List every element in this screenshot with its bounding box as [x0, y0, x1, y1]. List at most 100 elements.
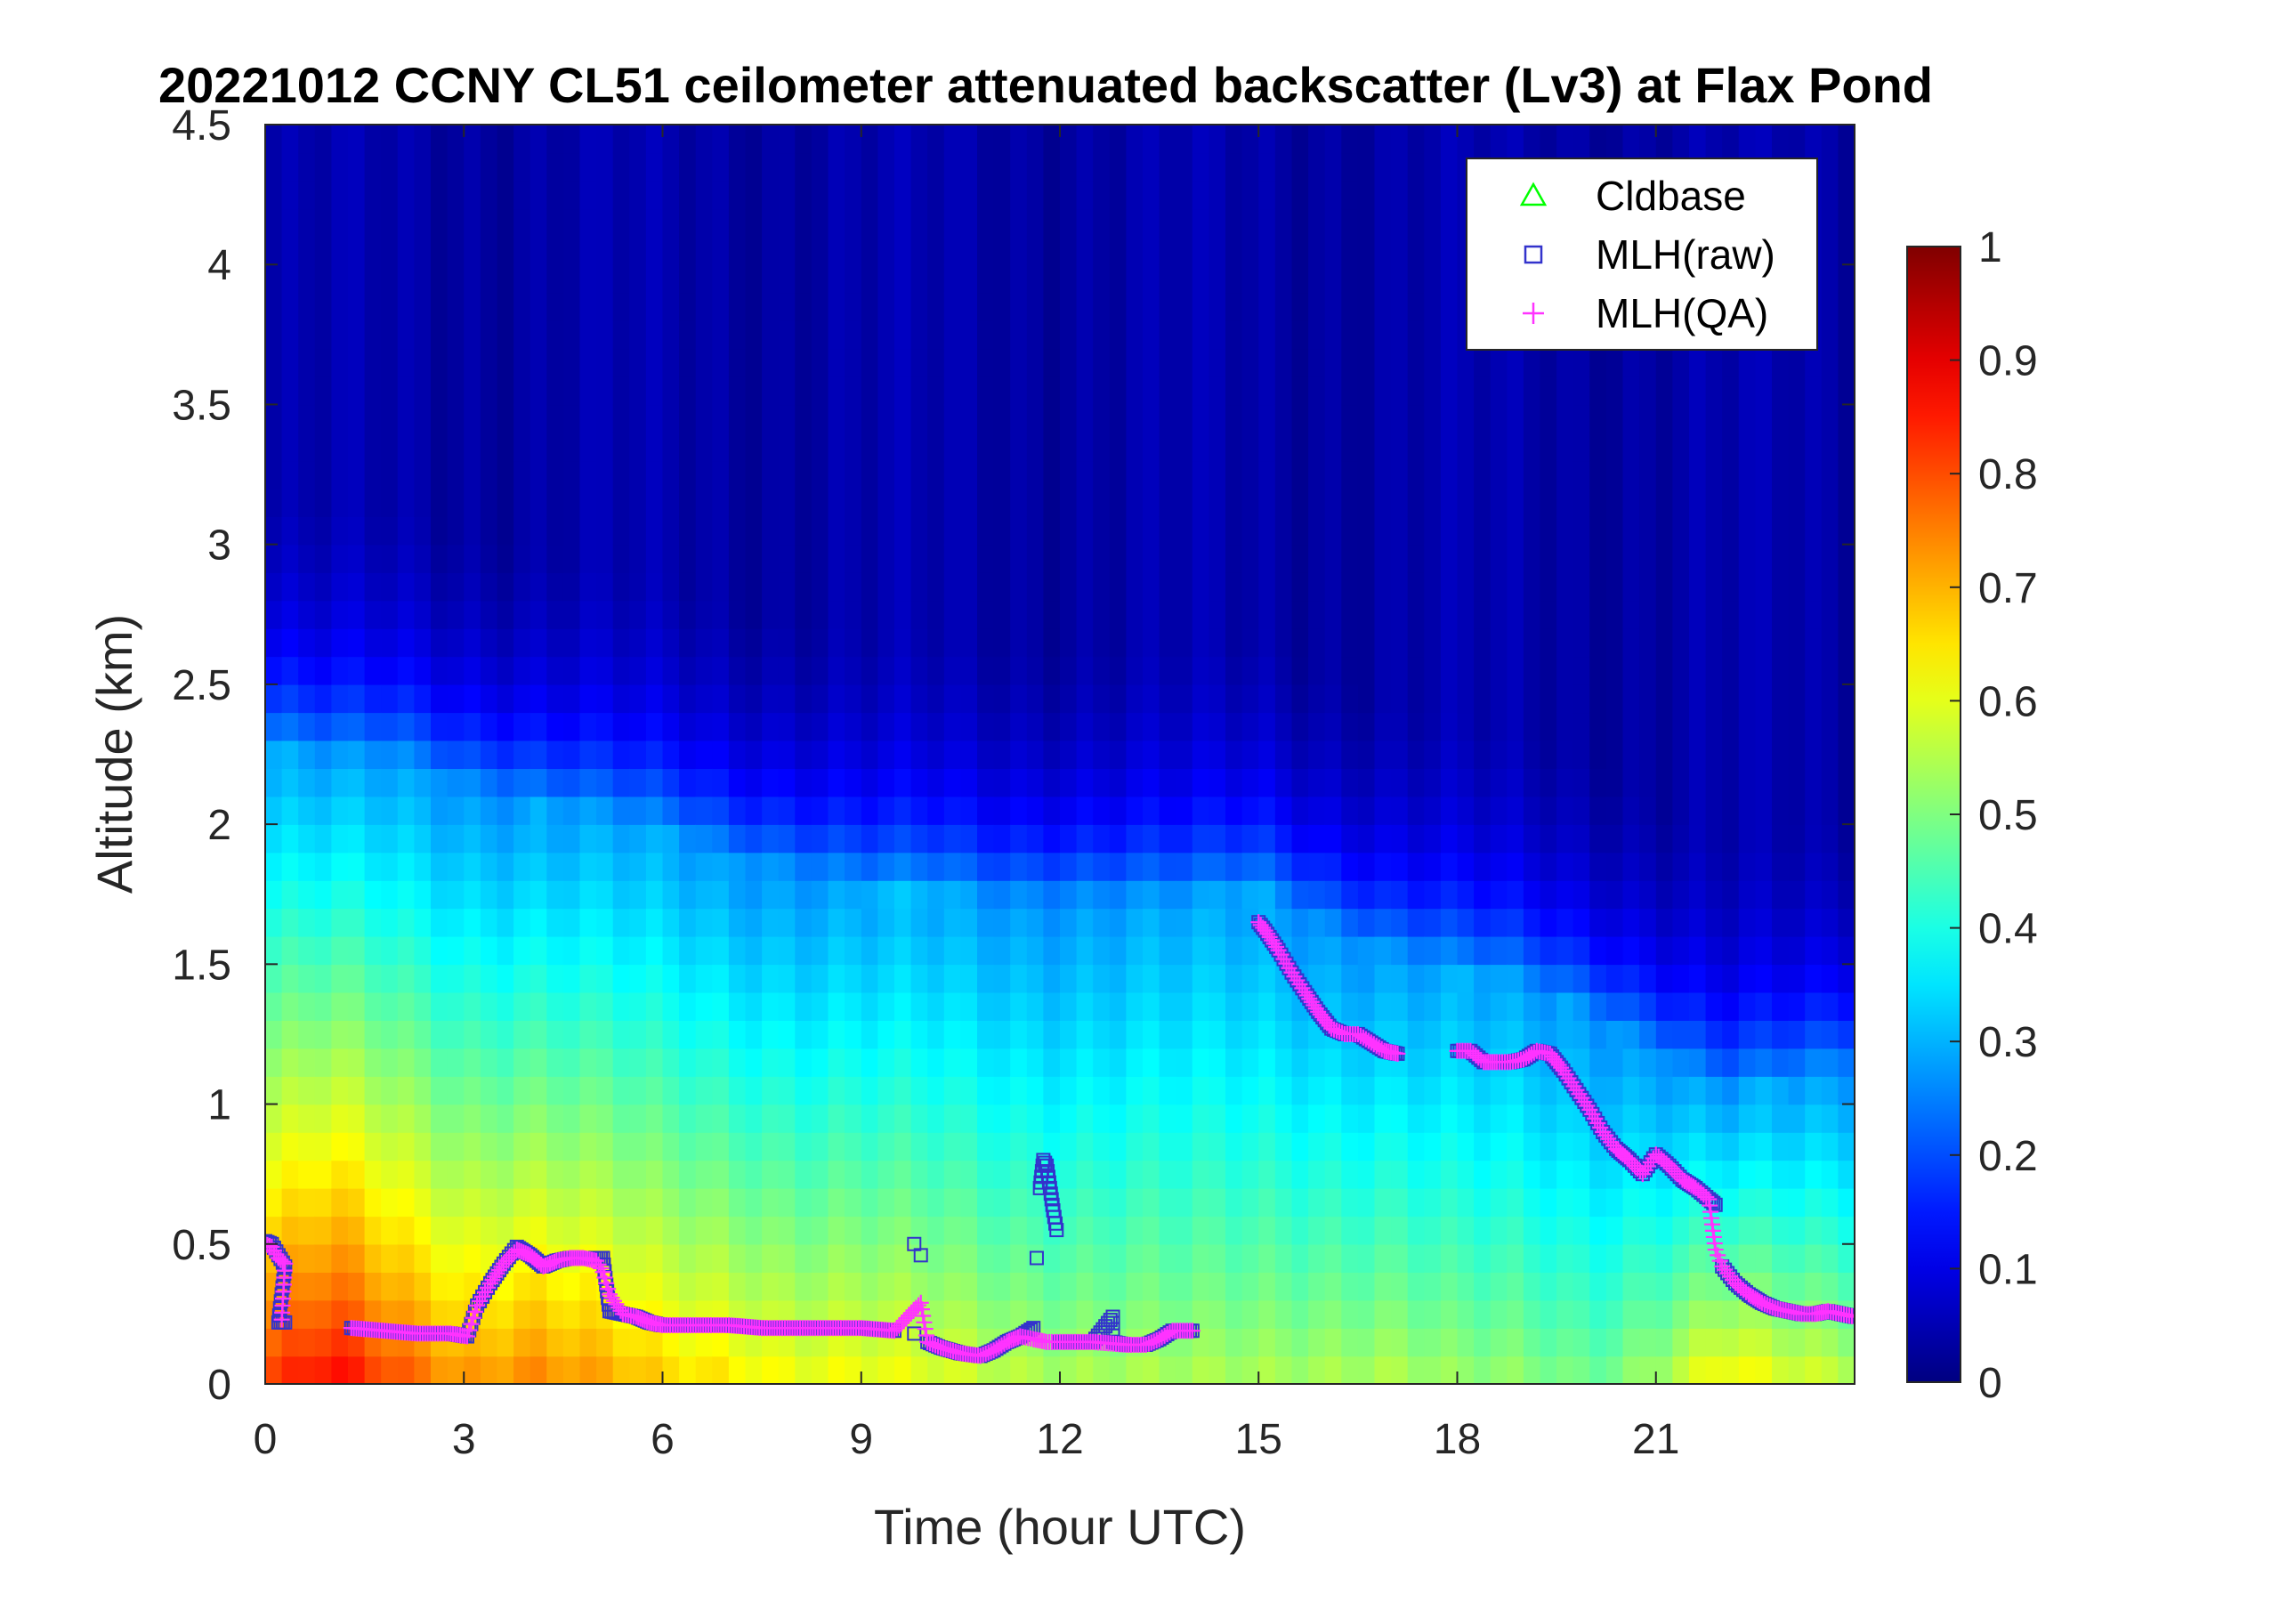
heatmap-cell — [1159, 1355, 1176, 1384]
heatmap-cell — [795, 516, 812, 546]
heatmap-cell — [1126, 516, 1144, 546]
heatmap-cell — [977, 712, 995, 741]
heatmap-cell — [943, 712, 962, 741]
heatmap-cell — [1572, 376, 1591, 406]
heatmap-cell — [331, 1328, 349, 1357]
heatmap-cell — [1274, 1299, 1293, 1329]
heatmap-cell — [480, 572, 498, 602]
heatmap-cell — [414, 376, 432, 406]
heatmap-cell — [662, 320, 680, 350]
heatmap-cell — [464, 1104, 481, 1133]
heatmap-cell — [1010, 208, 1028, 238]
heatmap-cell — [1126, 1299, 1144, 1329]
heatmap-cell — [1474, 1216, 1492, 1245]
heatmap-cell — [728, 348, 747, 377]
heatmap-cell — [1341, 1243, 1359, 1273]
heatmap-cell — [397, 208, 416, 238]
heatmap-cell — [1805, 376, 1823, 406]
heatmap-cell — [1639, 125, 1657, 154]
heatmap-cell — [1788, 1243, 1806, 1273]
heatmap-cell — [745, 488, 763, 517]
heatmap-cell — [1556, 712, 1574, 741]
heatmap-cell — [447, 1020, 465, 1049]
heatmap-cell — [1622, 516, 1640, 546]
heatmap-cell — [910, 292, 928, 321]
heatmap-cell — [645, 880, 664, 910]
heatmap-cell — [1589, 964, 1607, 993]
heatmap-cell — [1308, 1216, 1326, 1245]
heatmap-cell — [314, 1355, 333, 1384]
heatmap-cell — [281, 852, 299, 881]
heatmap-cell — [281, 208, 299, 238]
heatmap-cell — [1010, 460, 1028, 490]
heatmap-cell — [596, 1048, 614, 1077]
heatmap-cell — [1291, 908, 1309, 937]
heatmap-cell — [546, 516, 564, 546]
heatmap-cell — [1341, 712, 1359, 741]
heatmap-cell — [1523, 460, 1541, 490]
heatmap-cell — [1523, 1299, 1541, 1329]
heatmap-cell — [1357, 572, 1376, 602]
heatmap-cell — [612, 964, 631, 993]
heatmap-cell — [894, 1160, 912, 1189]
heatmap-cell — [645, 1132, 664, 1161]
heatmap-cell — [1639, 1243, 1657, 1273]
heatmap-cell — [845, 1020, 862, 1049]
heatmap-cell — [845, 1187, 862, 1218]
heatmap-cell — [1605, 376, 1624, 406]
heatmap-cell — [645, 236, 664, 265]
heatmap-cell — [861, 1160, 879, 1189]
heatmap-cell — [1440, 460, 1459, 490]
heatmap-cell — [1821, 320, 1839, 350]
heatmap-cell — [397, 125, 416, 154]
heatmap-cell — [1540, 656, 1557, 685]
heatmap-cell — [1324, 404, 1343, 433]
heatmap-cell — [596, 432, 614, 462]
heatmap-cell — [1772, 935, 1790, 966]
heatmap-cell — [927, 628, 945, 658]
heatmap-cell — [1291, 1299, 1309, 1329]
heatmap-cell — [331, 516, 349, 546]
heatmap-cell — [1705, 991, 1723, 1021]
mlh-raw-marker — [1029, 1250, 1044, 1266]
heatmap-cell — [993, 1187, 1011, 1218]
heatmap-cell — [513, 320, 531, 350]
heatmap-cell — [1192, 348, 1210, 377]
heatmap-cell — [1738, 1132, 1757, 1161]
heatmap-cell — [662, 656, 680, 685]
heatmap-cell — [414, 180, 432, 210]
heatmap-cell — [1176, 404, 1193, 433]
heatmap-cell — [828, 404, 845, 433]
heatmap-cell — [778, 236, 796, 265]
heatmap-cell — [397, 432, 416, 462]
heatmap-cell — [1357, 628, 1376, 658]
heatmap-cell — [828, 180, 845, 210]
heatmap-cell — [977, 404, 995, 433]
heatmap-cell — [1507, 1160, 1524, 1189]
heatmap-cell — [1589, 908, 1607, 937]
heatmap-cell — [1010, 824, 1028, 854]
heatmap-cell — [1274, 264, 1293, 294]
heatmap-cell — [562, 740, 581, 769]
heatmap-cell — [1440, 628, 1459, 658]
heatmap-cell — [1722, 991, 1740, 1021]
heatmap-cell — [1655, 1328, 1674, 1357]
heatmap-cell — [1109, 264, 1128, 294]
heatmap-cell — [1407, 208, 1426, 238]
heatmap-cell — [1241, 292, 1259, 321]
heatmap-cell — [414, 1355, 432, 1384]
heatmap-cell — [828, 908, 845, 937]
heatmap-cell — [1407, 236, 1426, 265]
heatmap-cell — [1589, 991, 1607, 1021]
heatmap-cell — [1357, 964, 1376, 993]
heatmap-cell — [1357, 376, 1376, 406]
heatmap-cell — [679, 1216, 697, 1245]
heatmap-cell — [331, 320, 349, 350]
heatmap-cell — [1424, 152, 1442, 182]
heatmap-cell — [348, 544, 366, 573]
heatmap-cell — [331, 964, 349, 993]
heatmap-cell — [1655, 1187, 1674, 1218]
heatmap-cell — [1755, 600, 1773, 629]
heatmap-cell — [414, 125, 432, 154]
heatmap-cell — [1805, 125, 1823, 154]
